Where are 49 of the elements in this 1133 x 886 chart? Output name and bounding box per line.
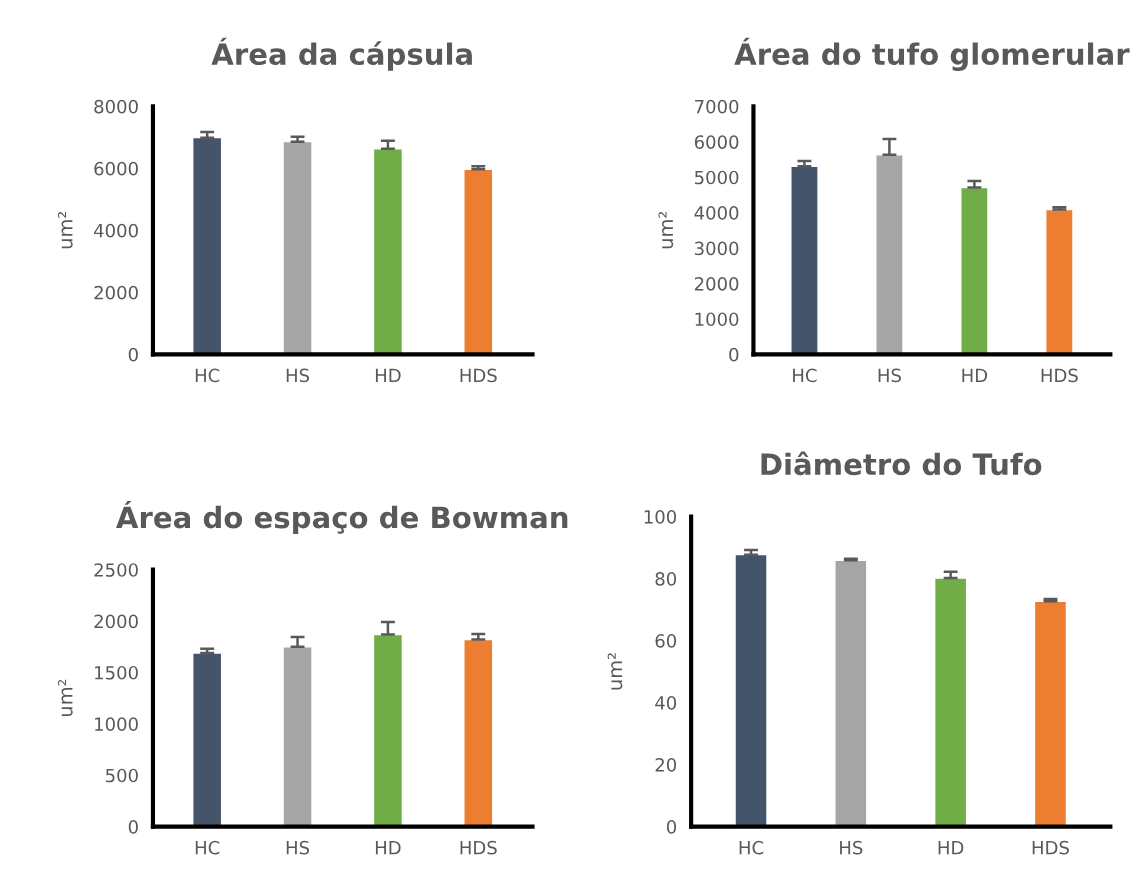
chart-title: Área do tufo glomerular — [734, 37, 1130, 71]
y-axis-title: um² — [607, 653, 623, 690]
x-tick-label: HD — [962, 368, 988, 383]
y-tick-label: 60 — [655, 634, 677, 648]
x-tick-label: HD — [375, 368, 401, 383]
y-tick-label: 500 — [106, 768, 138, 783]
y-tick-label: 2000 — [694, 276, 739, 291]
y-tick-label: 4000 — [694, 206, 739, 220]
y-tick-label: 100 — [644, 510, 677, 524]
y-tick-label: 7000 — [695, 99, 739, 114]
y-tick-label: 6000 — [694, 135, 739, 149]
x-tick-label: HC — [195, 368, 220, 383]
y-axis-title: um² — [658, 212, 674, 249]
y-tick-label: 2500 — [94, 563, 138, 577]
y-tick-label: 0 — [666, 820, 677, 834]
x-tick-label: HD — [938, 841, 964, 855]
y-tick-label: 0 — [128, 347, 138, 362]
x-tick-label: HS — [878, 368, 901, 383]
y-axis-title: um² — [57, 679, 73, 717]
x-tick-label: HDS — [1041, 368, 1078, 383]
y-tick-label: 80 — [655, 572, 677, 586]
y-tick-label: 4000 — [94, 223, 138, 238]
y-axis-title: um² — [57, 212, 73, 249]
y-tick-label: 20 — [655, 758, 677, 772]
y-tick-label: 0 — [128, 820, 138, 834]
x-tick-label: HC — [195, 840, 220, 855]
y-tick-label: 5000 — [695, 170, 739, 185]
y-tick-label: 1000 — [695, 312, 739, 327]
y-tick-label: 2000 — [94, 614, 138, 629]
x-tick-label: HC — [739, 840, 764, 855]
chart-title: Diâmetro do Tufo — [761, 451, 1042, 476]
y-tick-label: 40 — [655, 696, 677, 710]
y-tick-label: 1000 — [95, 717, 138, 731]
x-tick-label: HS — [840, 840, 863, 855]
x-tick-label: HC — [793, 368, 817, 383]
chart-title: Área da cápsula — [211, 37, 472, 71]
x-tick-label: HDS — [1032, 840, 1069, 855]
y-tick-label: 3000 — [694, 241, 739, 256]
x-tick-label: HD — [375, 841, 401, 855]
x-tick-label: HS — [286, 840, 310, 855]
chart-title: Área do espaço de Bowman — [116, 501, 568, 535]
y-tick-label: 8000 — [94, 99, 138, 114]
y-tick-label: 2000 — [94, 285, 138, 300]
y-tick-label: 1500 — [95, 665, 138, 680]
x-tick-label: HDS — [460, 840, 497, 855]
x-tick-label: HDS — [460, 368, 497, 383]
y-tick-label: 0 — [729, 347, 739, 362]
y-tick-label: 6000 — [94, 161, 138, 176]
x-tick-label: HS — [286, 368, 310, 383]
